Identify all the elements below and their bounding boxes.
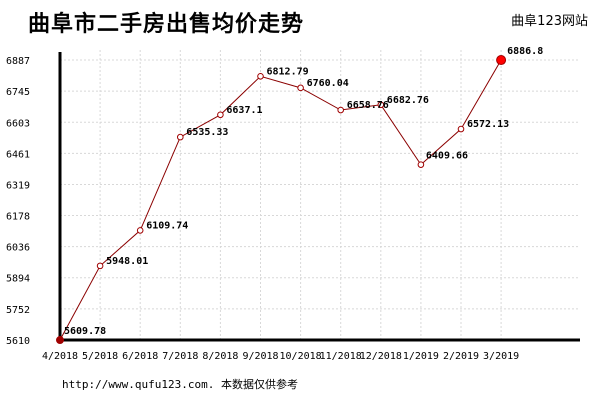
footer-note: http://www.qufu123.com. 本数据仅供参考 [62, 378, 298, 391]
data-point [417, 161, 425, 168]
data-point [337, 106, 345, 114]
series-line-path [59, 59, 502, 341]
x-tick-label: 7/2018 [162, 351, 198, 362]
axes [58, 52, 580, 342]
data-point-latest [496, 55, 507, 66]
y-tick-label: 6745 [6, 87, 30, 98]
data-label: 6812.79 [267, 66, 309, 77]
x-tick-label: 1/2019 [403, 351, 439, 362]
data-label: 6682.76 [387, 95, 429, 106]
x-tick-label: 4/2018 [42, 351, 78, 362]
y-tick-label: 6178 [6, 211, 30, 222]
data-point [96, 262, 104, 270]
y-tick-label: 6036 [6, 243, 30, 254]
data-point [377, 101, 385, 109]
x-tick-label: 8/2018 [202, 351, 238, 362]
data-labels: 5609.78 5948.01 6109.74 6535.33 6637.1 6812.7… [64, 46, 543, 337]
data-point [297, 84, 304, 92]
data-label: 6109.74 [146, 220, 188, 231]
y-tick-label: 5894 [6, 274, 30, 285]
x-axis-ticks: 4/2018 5/2018 6/2018 7/2018 8/2018 9/2018 10/2… [42, 351, 519, 362]
data-point [56, 336, 64, 345]
y-tick-label: 6887 [6, 56, 30, 67]
y-tick-label: 6319 [6, 181, 30, 192]
data-label: 6760.04 [307, 78, 349, 89]
x-tick-label: 5/2018 [82, 351, 118, 362]
data-label: 6637.1 [226, 105, 262, 116]
x-tick-label: 2/2019 [443, 351, 479, 362]
y-axis-ticks: 5610 5752 5894 6036 6178 6319 6461 6603 6745 6887 [6, 56, 30, 347]
data-label: 5948.01 [106, 256, 148, 267]
data-label: 6535.33 [186, 127, 228, 138]
y-tick-label: 5752 [6, 305, 30, 316]
data-point [457, 125, 465, 133]
data-label: 6572.13 [467, 119, 509, 130]
y-tick-label: 5610 [6, 336, 30, 347]
data-point [136, 227, 144, 234]
data-point [217, 111, 224, 119]
data-point [177, 133, 184, 141]
data-label: 6409.66 [426, 151, 468, 162]
y-tick-label: 6603 [6, 118, 30, 129]
y-tick-label: 6461 [6, 149, 30, 160]
data-point [257, 72, 264, 80]
data-label: 5609.78 [64, 326, 106, 337]
grid [60, 50, 580, 340]
site-brand: 曲阜123网站 [511, 14, 588, 29]
data-points [56, 55, 507, 345]
x-tick-label: 11/2018 [320, 351, 362, 362]
x-tick-label: 12/2018 [360, 351, 402, 362]
chart-title: 曲阜市二手房出售均价走势 [28, 12, 305, 37]
series-line [59, 59, 502, 341]
data-label: 6658.76 [347, 100, 389, 111]
data-label: 6886.8 [507, 46, 543, 57]
x-tick-label: 3/2019 [483, 351, 519, 362]
x-tick-label: 9/2018 [242, 351, 278, 362]
x-tick-label: 6/2018 [122, 351, 158, 362]
x-tick-label: 10/2018 [280, 351, 322, 362]
